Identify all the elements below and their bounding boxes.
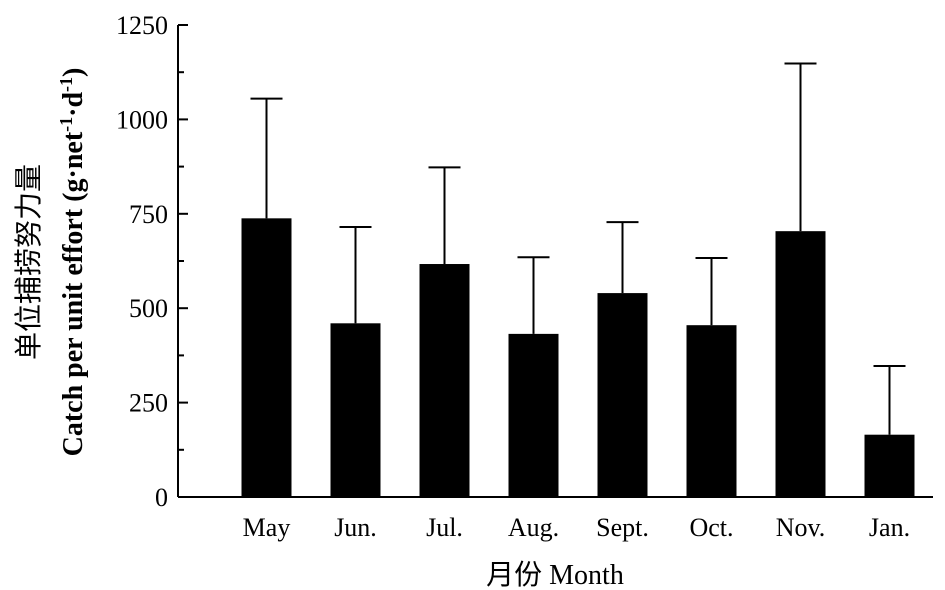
y-tick-label: 1000 (116, 105, 168, 134)
bar (241, 218, 292, 497)
y-ticks-group: 0 250 500 750 1000 1250 (116, 11, 188, 512)
x-category-label: Sept. (596, 513, 649, 542)
y-tick-label: 250 (129, 389, 168, 418)
y-tick-label: 1250 (116, 11, 168, 40)
y-title-mid: ·d (58, 92, 89, 117)
bars-group (241, 218, 915, 497)
x-axis-title: 月份 Month (486, 559, 624, 590)
bar (597, 293, 648, 497)
y-axis-title-english: Catch per unit effort (g·net-1·d-1) (56, 68, 89, 457)
bar (330, 323, 381, 497)
y-title-main: Catch per unit effort (g·net (58, 131, 89, 456)
y-title-superscript-2: -1 (56, 77, 76, 92)
x-category-label: Nov. (776, 513, 826, 542)
bar (864, 434, 915, 497)
y-axis-title-chinese: 单位捕捞努力量 (13, 164, 45, 360)
x-category-label: Oct. (689, 513, 733, 542)
y-tick-label: 500 (129, 294, 168, 323)
bar (419, 264, 470, 497)
x-category-label: Jun. (334, 513, 377, 542)
x-category-label: Jan. (869, 513, 910, 542)
error-bars-group (250, 62, 906, 435)
y-tick-label: 0 (155, 483, 168, 512)
bar (686, 325, 737, 497)
y-title-end: ) (58, 68, 89, 77)
x-category-label: May (243, 513, 291, 542)
x-category-label: Jul. (426, 513, 463, 542)
y-title-superscript-1: -1 (56, 117, 76, 132)
x-category-labels: May Jun. Jul. Aug. Sept. Oct. Nov. Jan. (243, 513, 910, 542)
x-category-label: Aug. (508, 513, 559, 542)
bar (508, 333, 559, 497)
bar (775, 231, 826, 497)
y-tick-label: 750 (129, 200, 168, 229)
